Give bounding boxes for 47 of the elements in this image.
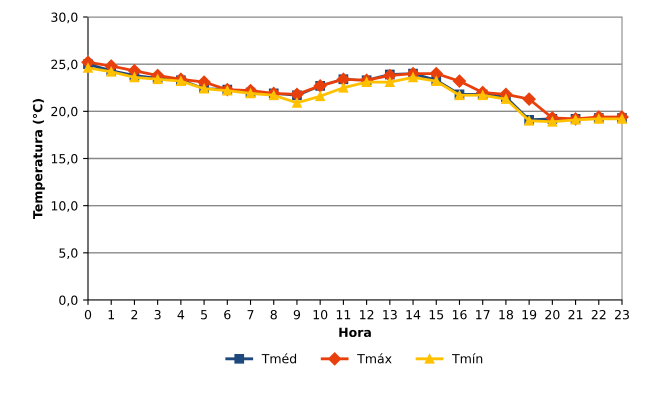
y-axis-title: Temperatura (°C) [32, 99, 45, 219]
x-axis-title: Hora [339, 328, 371, 338]
x-tick-label: 9 [294, 310, 300, 320]
x-tick-label: 7 [248, 310, 254, 320]
x-tick-label: 14 [406, 310, 420, 320]
y-tick-label: 20,0 [51, 106, 78, 118]
x-tick-label: 1 [108, 310, 114, 320]
x-tick-label: 2 [131, 310, 138, 320]
y-tick-label: 25,0 [51, 60, 78, 70]
x-tick-label: 15 [430, 310, 444, 320]
legend-label: Tmín [452, 353, 482, 364]
point [522, 92, 536, 106]
x-tick-label: 12 [360, 310, 374, 320]
y-tick-label: 0,0 [59, 295, 78, 306]
legend-label: Tmáx [357, 353, 392, 364]
x-tick-label: 21 [568, 310, 582, 320]
point [292, 98, 302, 108]
x-tick-label: 23 [614, 310, 629, 320]
point [384, 77, 395, 87]
x-tick-label: 22 [592, 310, 606, 320]
point [452, 74, 466, 88]
x-tick-label: 6 [224, 310, 230, 320]
point [547, 116, 558, 127]
y-tick-label: 15,0 [52, 154, 78, 165]
point [338, 82, 348, 93]
legend-label: Tméd [262, 353, 296, 364]
point [408, 72, 418, 82]
x-tick-label: 8 [270, 310, 277, 320]
y-tick-label: 10,0 [52, 201, 78, 212]
x-tick-label: 3 [154, 310, 161, 320]
point [290, 88, 304, 101]
point [315, 91, 326, 102]
point [430, 67, 443, 80]
x-tick-label: 0 [84, 310, 92, 320]
x-tick-label: 10 [314, 310, 328, 320]
x-tick-label: 11 [336, 310, 350, 320]
x-tick-label: 17 [476, 310, 490, 320]
x-tick-label: 20 [545, 310, 560, 320]
x-tick-label: 19 [522, 310, 536, 320]
point [83, 63, 93, 73]
x-tick-label: 5 [201, 310, 207, 320]
x-tick-label: 4 [178, 310, 184, 320]
x-tick-label: 16 [452, 310, 467, 320]
x-tick-label: 13 [383, 310, 397, 320]
y-tick-label: 30,0 [51, 12, 78, 24]
x-tick-label: 18 [499, 310, 514, 320]
y-tick-label: 5,0 [59, 248, 78, 260]
